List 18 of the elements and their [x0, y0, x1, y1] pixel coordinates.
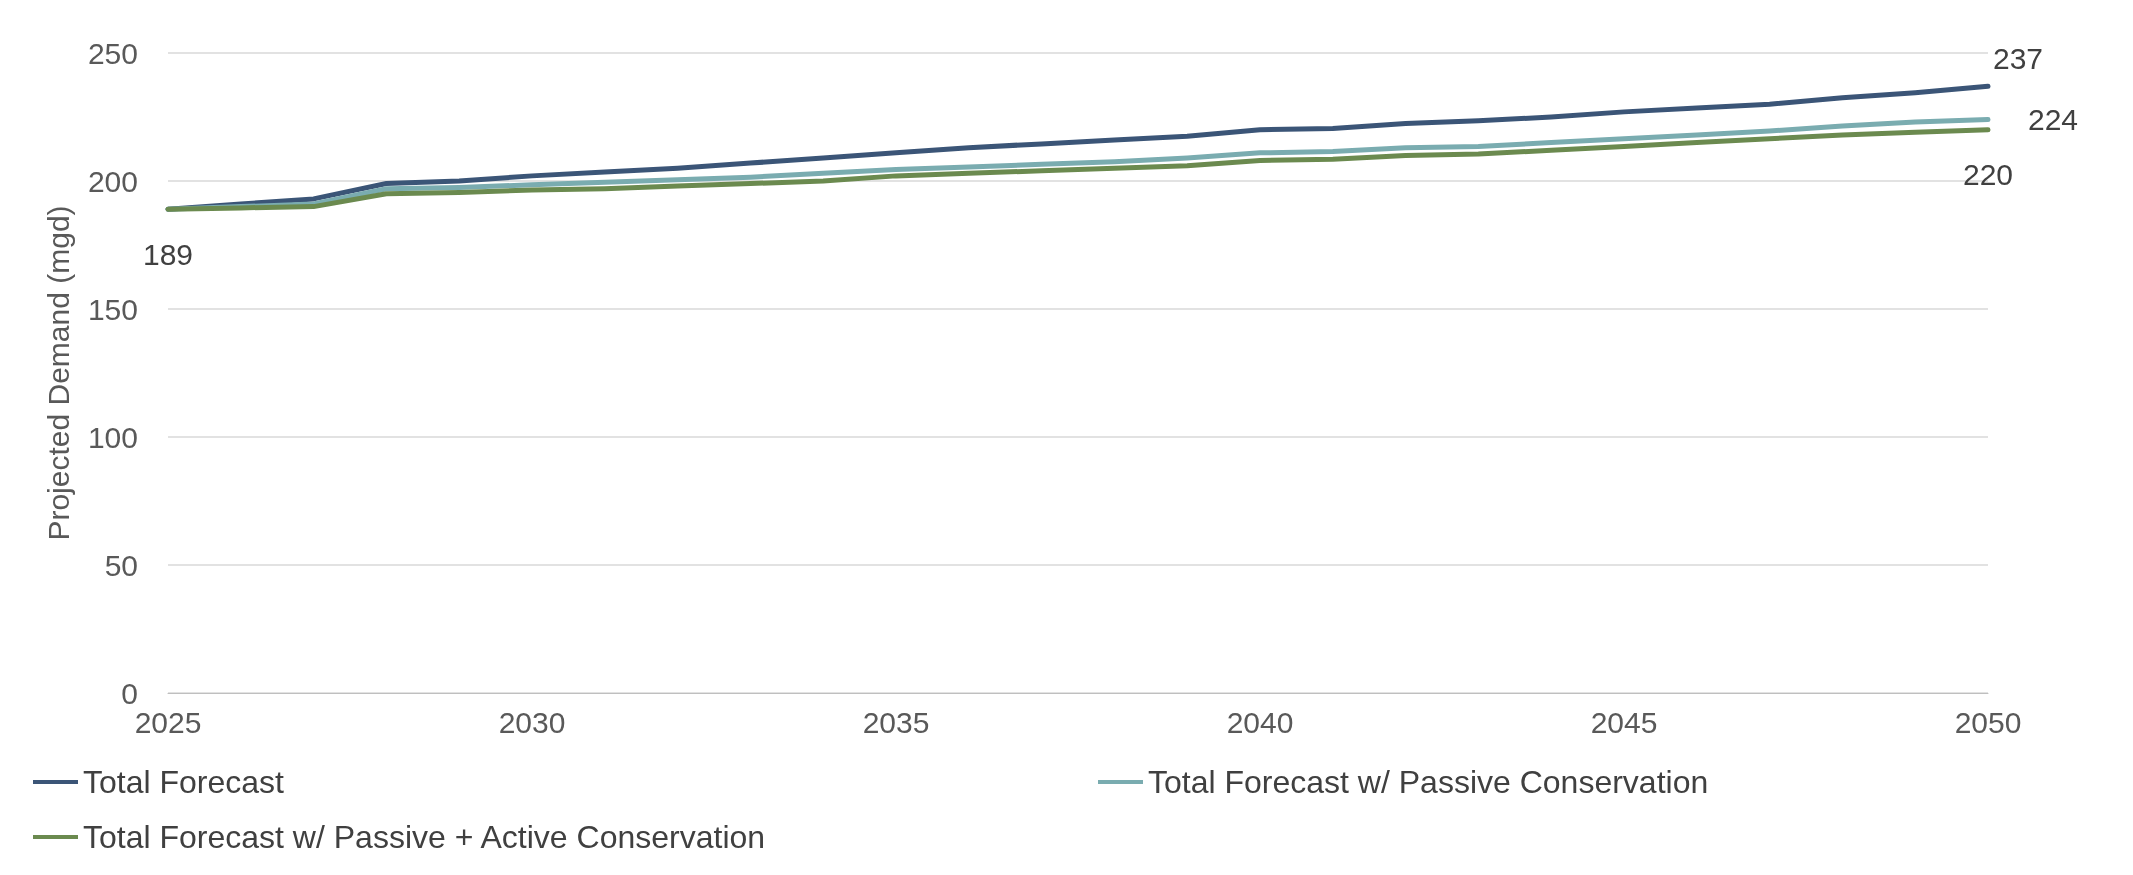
y-tick-label: 100 — [87, 420, 138, 454]
x-tick-label: 2035 — [862, 705, 930, 739]
x-tick-label: 2040 — [1226, 705, 1294, 739]
legend-label: Total Forecast — [83, 764, 285, 800]
data-label: 189 — [142, 237, 194, 271]
legend-label: Total Forecast w/ Passive Conservation — [1148, 764, 1709, 800]
legend-label: Total Forecast w/ Passive + Active Conservation — [83, 819, 766, 855]
data-label: 224 — [2028, 103, 2079, 137]
y-axis-title: Projected Demand (mgd) — [41, 205, 75, 541]
y-tick-label: 150 — [87, 292, 138, 326]
data-label: 237 — [1992, 41, 2044, 75]
x-tick-label: 2045 — [1590, 705, 1658, 739]
y-tick-label: 200 — [87, 164, 138, 198]
data-label: 220 — [1962, 158, 2014, 192]
x-tick-label: 2050 — [1954, 705, 2022, 739]
y-tick-label: 50 — [104, 548, 138, 582]
x-tick-label: 2030 — [498, 705, 566, 739]
y-tick-label: 250 — [87, 36, 138, 70]
